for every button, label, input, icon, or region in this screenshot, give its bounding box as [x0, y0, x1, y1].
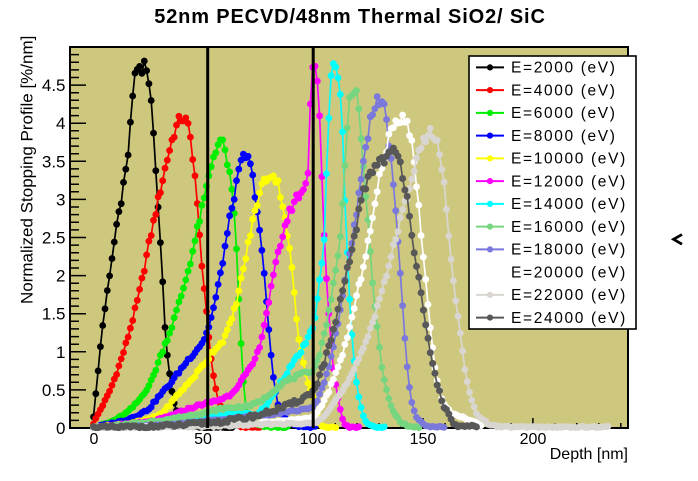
svg-text:E=4000 (eV): E=4000 (eV) — [511, 82, 617, 99]
svg-text:52nm PECVD/48nm Thermal SiO2/: 52nm PECVD/48nm Thermal SiO2/ SiC — [154, 6, 546, 28]
svg-text:50: 50 — [194, 431, 212, 448]
svg-text:E=6000 (eV): E=6000 (eV) — [511, 105, 617, 122]
svg-text:4: 4 — [56, 114, 65, 133]
svg-text:0.5: 0.5 — [42, 381, 66, 400]
svg-text:E=8000 (eV): E=8000 (eV) — [511, 128, 617, 145]
svg-text:Normalized Stopping Profile [%: Normalized Stopping Profile [%/nm] — [18, 36, 37, 304]
svg-text:2: 2 — [56, 267, 65, 286]
svg-text:E=16000 (eV): E=16000 (eV) — [511, 219, 627, 236]
svg-text:0: 0 — [90, 431, 99, 448]
svg-text:E=14000 (eV): E=14000 (eV) — [511, 196, 627, 213]
svg-text:E=22000 (eV): E=22000 (eV) — [511, 287, 627, 304]
svg-text:0: 0 — [56, 419, 65, 438]
svg-text:E=12000 (eV): E=12000 (eV) — [511, 173, 627, 190]
svg-text:100: 100 — [300, 431, 327, 448]
svg-text:3: 3 — [56, 190, 65, 209]
svg-text:200: 200 — [520, 431, 547, 448]
svg-text:1: 1 — [56, 343, 65, 362]
svg-text:E=10000 (eV): E=10000 (eV) — [511, 151, 627, 168]
svg-text:E=18000 (eV): E=18000 (eV) — [511, 242, 627, 259]
svg-text:Depth [nm]: Depth [nm] — [550, 446, 628, 463]
svg-text:E=20000 (eV): E=20000 (eV) — [511, 264, 627, 281]
svg-text:1.5: 1.5 — [42, 305, 66, 324]
svg-text:4.5: 4.5 — [42, 76, 66, 95]
svg-text:E=24000 (eV): E=24000 (eV) — [511, 310, 627, 327]
svg-text:E=2000 (eV): E=2000 (eV) — [511, 60, 617, 77]
svg-text:3.5: 3.5 — [42, 152, 66, 171]
svg-text:150: 150 — [410, 431, 437, 448]
svg-text:2.5: 2.5 — [42, 229, 66, 248]
